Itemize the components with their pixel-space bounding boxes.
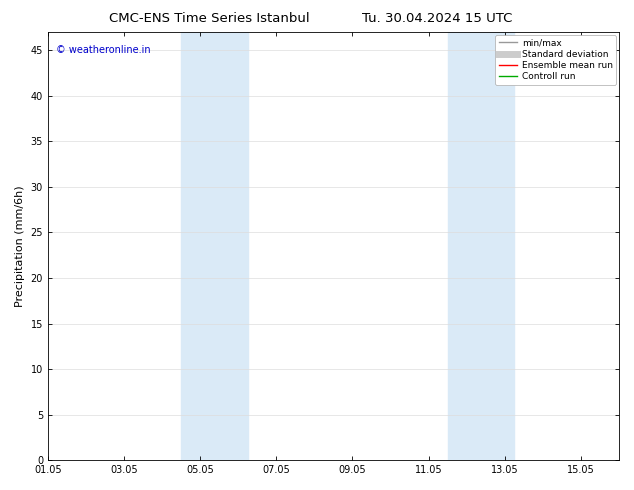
Y-axis label: Precipitation (mm/6h): Precipitation (mm/6h)	[15, 185, 25, 307]
Bar	[448, 32, 514, 460]
Legend: min/max, Standard deviation, Ensemble mean run, Controll run: min/max, Standard deviation, Ensemble me…	[496, 35, 616, 85]
Text: © weatheronline.in: © weatheronline.in	[56, 45, 151, 55]
Text: CMC-ENS Time Series Istanbul: CMC-ENS Time Series Istanbul	[109, 12, 309, 25]
Bar	[181, 32, 248, 460]
Text: Tu. 30.04.2024 15 UTC: Tu. 30.04.2024 15 UTC	[362, 12, 513, 25]
